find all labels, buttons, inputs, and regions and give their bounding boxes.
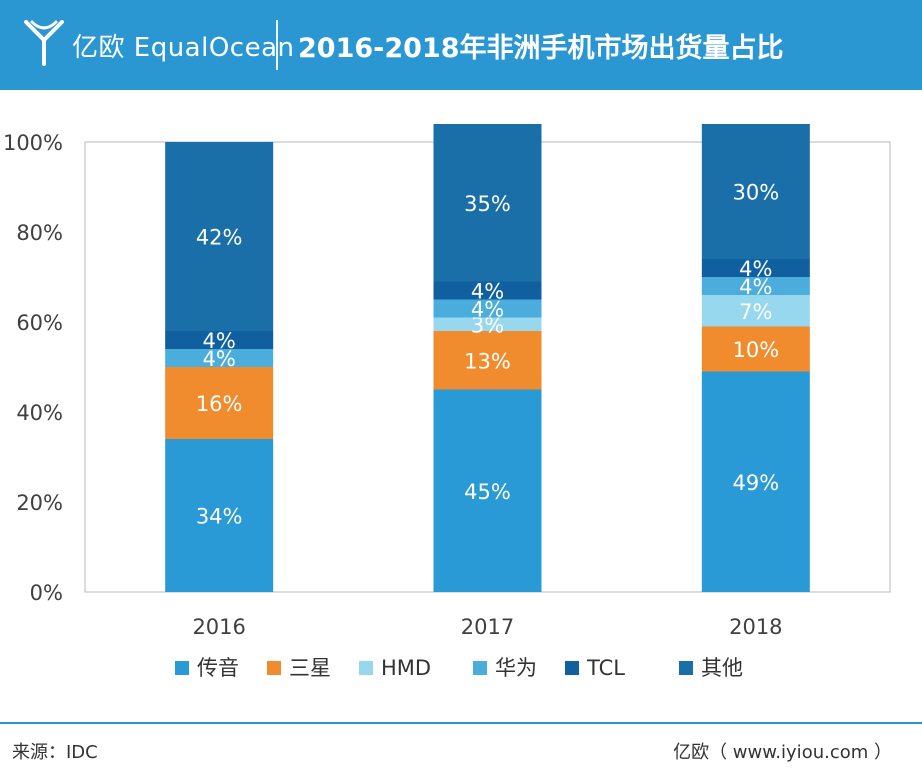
x-tick-label: 2016 [192,615,245,639]
legend-label: TCL [586,656,625,680]
bar-segment [165,367,274,439]
data-label: 4% [471,280,504,304]
y-tick-label: 20% [16,491,63,515]
data-label: 34% [196,505,243,529]
data-label: 10% [732,338,779,362]
bar-segment [433,299,542,318]
data-label: 16% [196,392,243,416]
data-label: 13% [464,349,511,373]
chart-title: 2016-2018年非洲手机市场出货量占比 [298,33,784,64]
bar-segment [701,371,810,592]
y-tick-label: 40% [16,401,63,425]
bar-segment [701,326,810,372]
y-tick-label: 100% [3,131,63,155]
x-tick-label: 2017 [461,615,514,639]
bar-segment [433,331,542,390]
source-note: 来源：IDC [12,742,98,763]
legend-swatch [679,661,693,675]
bar-segment [165,439,274,592]
header-bar: 亿欧 EqualOcean 2016-2018年非洲手机市场出货量占比 [0,0,922,90]
data-label: 45% [464,480,511,504]
legend-swatch [473,661,487,675]
legend-label: HMD [381,656,431,680]
x-tick-label: 2018 [729,615,782,639]
y-tick-label: 60% [16,311,63,335]
bar-segment [165,142,274,331]
bar-segment [165,349,274,367]
legend-label: 华为 [495,656,537,680]
header-divider [276,20,278,70]
equalocean-logo-icon [24,20,64,66]
legend-swatch [267,661,281,675]
legend-label: 其他 [701,656,743,680]
stacked-bar-chart: 0%20%40%60%80%100%34%16%4%4%42%201645%13… [3,124,891,680]
bar-segment [701,277,810,295]
data-label: 4% [739,257,772,281]
data-label: 4% [739,275,772,299]
bar-segment [433,124,542,282]
bar-segment [433,389,542,592]
bar-segment [433,317,542,331]
bar-segment [165,331,274,349]
data-label: 4% [203,347,236,371]
data-label: 4% [203,329,236,353]
legend-swatch [359,661,373,675]
data-label: 7% [739,300,772,324]
data-label: 35% [464,192,511,216]
bar-segment [433,281,542,300]
data-label: 49% [732,471,779,495]
data-label: 30% [732,181,779,205]
footer-divider [0,722,922,724]
bar-segment [701,124,810,259]
bar-segment [701,295,810,327]
legend-label: 三星 [289,656,331,680]
data-label: 4% [471,298,504,322]
legend-swatch [175,661,189,675]
data-label: 42% [196,226,243,250]
brand-name: 亿欧 EqualOcean [72,33,295,63]
y-tick-label: 80% [16,221,63,245]
y-tick-label: 0% [30,581,63,605]
site-credit: 亿欧（ www.iyiou.com ） [673,742,892,763]
legend-swatch [565,661,579,675]
bar-segment [701,259,810,277]
legend-label: 传音 [197,656,239,680]
